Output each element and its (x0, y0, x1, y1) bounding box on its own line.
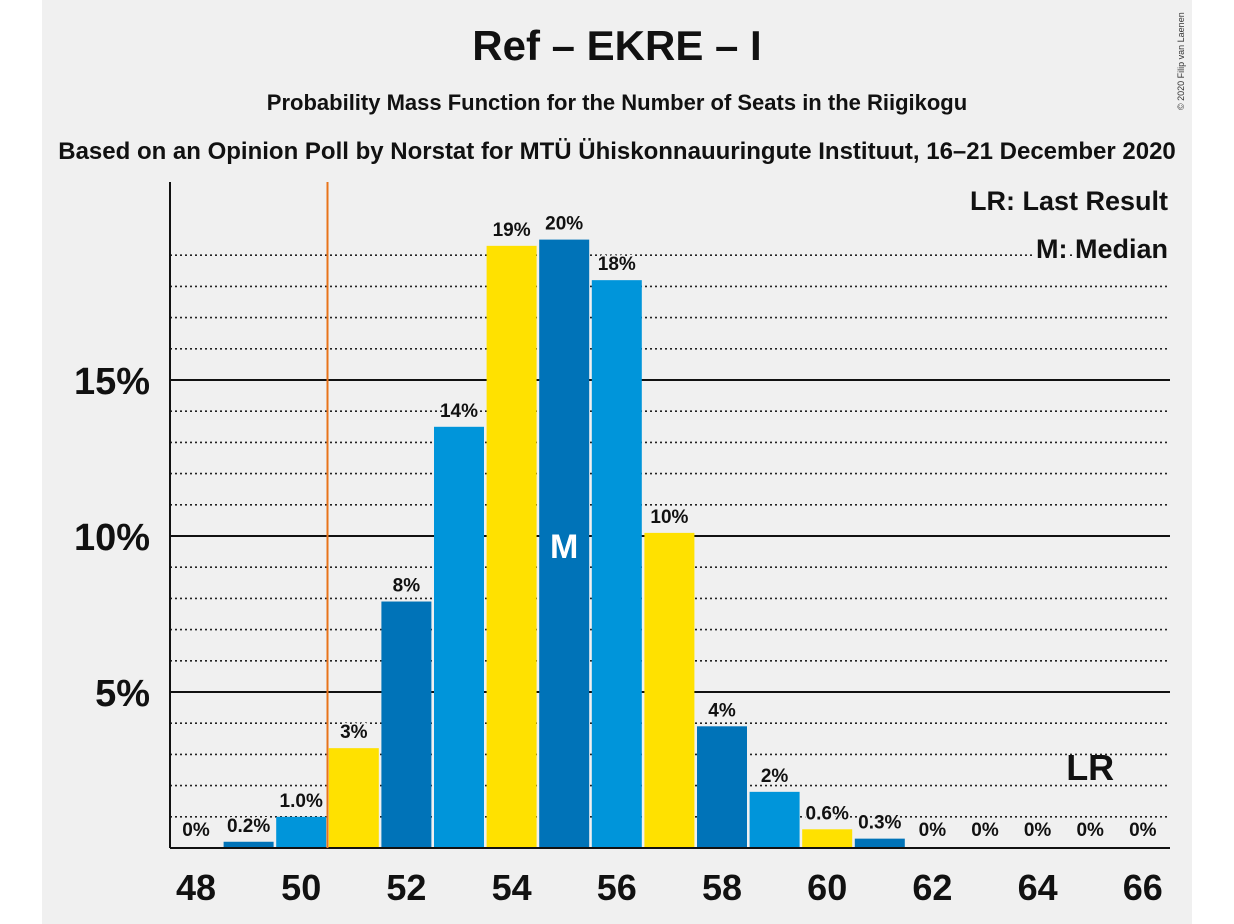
bar (434, 426, 484, 848)
bar (854, 838, 905, 848)
x-tick-label: 58 (702, 867, 742, 908)
x-tick-label: 48 (176, 867, 216, 908)
x-tick-label: 50 (281, 867, 321, 908)
bar (802, 829, 853, 848)
bar (697, 726, 747, 848)
legend-item: LR: Last Result (970, 186, 1168, 216)
bar (381, 601, 432, 848)
bar-value-label: 14% (440, 401, 478, 422)
bars (223, 239, 905, 849)
x-tick-label: 66 (1123, 867, 1163, 908)
annotations: 0% 0.2% 1.0% 3% 8% 14% 19% 20% 18% 10% 4% 2% 0.6% 0.3… (181, 182, 1171, 848)
bar-value-label: 0% (971, 820, 999, 841)
bar-value-label: 4% (708, 700, 736, 721)
bar (591, 280, 642, 848)
bar (276, 816, 327, 848)
x-tick-label: 62 (912, 867, 952, 908)
bar (328, 748, 379, 848)
y-tick-label: 10% (74, 517, 150, 559)
bar-value-label: 2% (761, 766, 789, 787)
x-tick-label: 60 (807, 867, 847, 908)
x-tick-label: 56 (597, 867, 637, 908)
axes: 5% 10% 15% 48 50 52 54 56 58 60 62 64 66 (74, 182, 1170, 908)
x-tick-label: 54 (492, 867, 532, 908)
bar-value-label: 0.2% (227, 816, 270, 837)
chart-subtitle: Probability Mass Function for the Number… (266, 90, 968, 115)
bar (749, 791, 800, 848)
bar-value-label: 0% (182, 820, 210, 841)
bar-value-label: 0.6% (806, 803, 849, 824)
bar-value-label: 20% (545, 214, 583, 235)
bar-value-label: 19% (493, 220, 531, 241)
bar-value-label: 0.3% (858, 813, 901, 834)
last-result-marker: LR (1066, 747, 1114, 788)
x-tick-label: 52 (386, 867, 426, 908)
y-tick-label: 5% (95, 673, 150, 715)
bar (223, 841, 274, 848)
x-tick-label: 64 (1018, 867, 1058, 908)
legend-item: M: Median (1036, 234, 1168, 264)
bar-value-label: 0% (1076, 820, 1104, 841)
bar-value-label: 3% (340, 722, 368, 743)
median-marker: M (550, 528, 578, 566)
bar-value-label: 0% (1129, 820, 1157, 841)
bar-value-label: 0% (919, 820, 947, 841)
chart-title: Ref – EKRE – I (472, 22, 762, 69)
bar-value-label: 18% (598, 254, 636, 275)
y-tick-label: 15% (74, 361, 150, 403)
chart-source: Based on an Opinion Poll by Norstat for … (58, 138, 1176, 165)
bar-value-label: 1.0% (280, 791, 323, 812)
bar (644, 532, 695, 848)
bar (539, 239, 590, 849)
bar-value-label: 0% (1024, 820, 1052, 841)
bar-value-label: 10% (650, 507, 688, 528)
bar (486, 245, 537, 849)
bar-value-label: 8% (393, 576, 421, 597)
